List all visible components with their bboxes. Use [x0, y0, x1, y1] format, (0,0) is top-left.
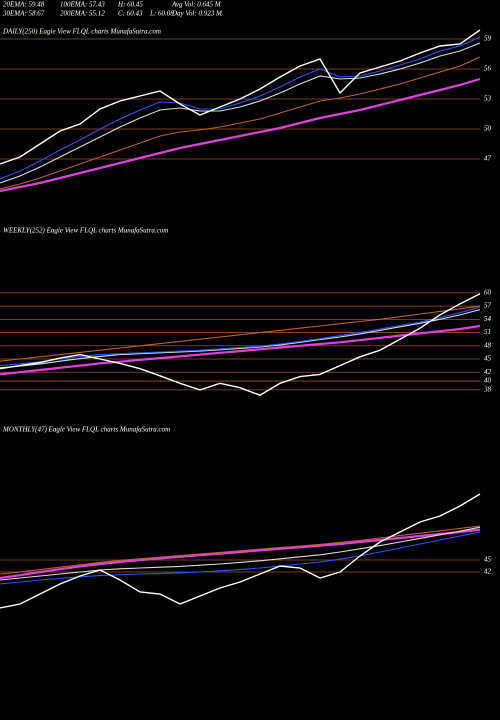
y-tick-label: 50 — [484, 125, 492, 133]
header-stat: 30EMA: 58.67 — [2, 10, 45, 18]
header-stat: H: 60.45 — [117, 1, 143, 9]
y-tick-label: 57 — [484, 302, 492, 310]
header-stat: C: 60.43 — [118, 10, 143, 18]
y-tick-label: 40 — [484, 377, 492, 385]
series-line — [0, 293, 481, 396]
header-stat: Day Vol: 0.923 M — [171, 10, 223, 18]
y-tick-label: 45 — [484, 355, 492, 363]
y-tick-label: 38 — [483, 385, 492, 393]
y-tick-label: 42 — [484, 368, 492, 376]
y-tick-label: 51 — [484, 328, 491, 336]
series-line — [0, 77, 481, 193]
series-line — [0, 42, 481, 184]
y-tick-label: 42 — [484, 568, 492, 576]
series-line — [0, 531, 481, 585]
series-line — [0, 36, 481, 180]
y-tick-label: 47 — [484, 155, 492, 163]
series-line — [0, 56, 481, 190]
series-line — [0, 525, 481, 575]
series-line — [0, 29, 481, 165]
panel-title: MONTHLY(47) Eagle View FLQL charts Munaf… — [2, 426, 170, 434]
header-stat: Avg Vol: 0.645 M — [171, 1, 222, 9]
panel-title: DAILY(250) Eagle View FLQL charts Munafa… — [2, 28, 161, 36]
header-stat: 200EMA: 55.12 — [60, 10, 105, 18]
series-line — [0, 324, 481, 376]
series-line — [0, 306, 481, 367]
y-tick-label: 60 — [484, 289, 492, 297]
header-stat: 20EMA: 59.48 — [3, 1, 45, 9]
header-stat: L: 60.08 — [149, 10, 174, 18]
series-line — [0, 493, 481, 609]
series-line — [0, 309, 481, 369]
y-tick-label: 59 — [484, 35, 492, 43]
series-line — [0, 305, 481, 362]
series-line — [0, 526, 481, 581]
panel-title: WEEKLY(252) Eagle View FLQL charts Munaf… — [3, 227, 168, 235]
y-tick-label: 45 — [484, 556, 492, 564]
y-tick-label: 54 — [484, 315, 492, 323]
header-stat: 100EMA: 57.43 — [60, 1, 105, 9]
y-tick-label: 56 — [484, 65, 492, 73]
series-line — [0, 528, 481, 580]
y-tick-label: 48 — [484, 341, 492, 349]
y-tick-label: 53 — [484, 95, 492, 103]
